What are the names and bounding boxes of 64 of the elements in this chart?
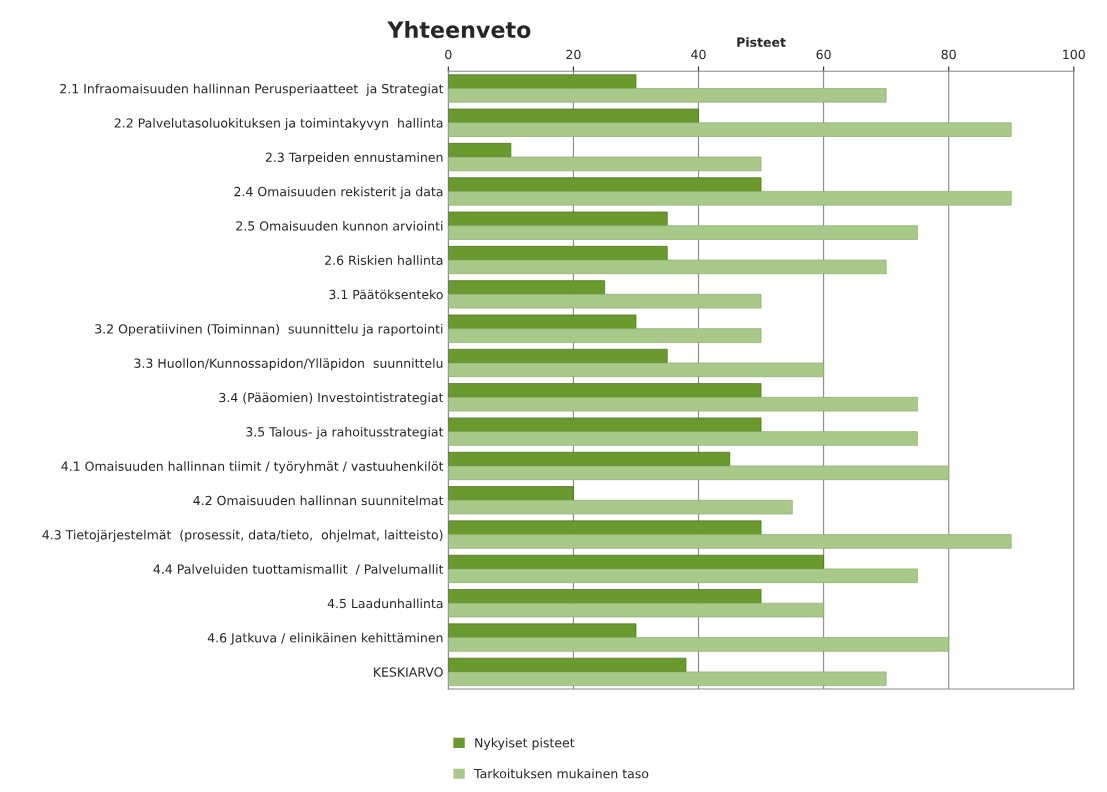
bar: [448, 108, 699, 124]
y-tick-label: 4.4 Palveluiden tuottamismallit / Palvelumallit: [153, 564, 444, 575]
bar: [448, 245, 668, 261]
bar: [448, 122, 1012, 137]
legend-label: Tarkoituksen mukainen taso: [474, 768, 649, 779]
chart-title: Yhteenveto: [387, 20, 531, 39]
y-tick-label: 2.6 Riskien hallinta: [325, 255, 443, 265]
bar: [448, 589, 762, 604]
bar: [448, 191, 1012, 206]
x-tick-label: 20: [566, 49, 581, 60]
bar: [448, 637, 950, 652]
y-tick-label: 3.5 Talous- ja rahoitusstrategiat: [246, 426, 444, 439]
bar: [448, 671, 887, 686]
bar: [448, 177, 762, 192]
bar: [448, 486, 574, 501]
bar: [448, 554, 824, 570]
y-tick-label: 2.5 Omaisuuden kunnon arviointi: [236, 220, 443, 231]
bar: [448, 328, 762, 343]
bar: [448, 417, 762, 432]
bar: [448, 156, 762, 172]
bar: [448, 465, 950, 481]
bar: [448, 383, 762, 398]
bar: [448, 623, 637, 638]
y-tick-label: 4.5 Laadunhallinta: [327, 598, 443, 609]
x-tick-label: 100: [1063, 49, 1085, 60]
y-tick-label: 2.2 Palvelutasoluokituksen ja toimintakyvyn hallinta: [114, 118, 443, 131]
bar: [448, 314, 637, 330]
y-tick-label: 4.6 Jatkuva / elinikäinen kehittäminen: [207, 632, 443, 645]
y-tick-label: 3.3 Huollon/Kunnossapidon/Ylläpidon suunnittelu: [134, 358, 443, 371]
x-tick-label: 0: [445, 49, 452, 60]
bar: [448, 451, 731, 467]
bar: [448, 143, 512, 158]
bar: [448, 280, 606, 295]
y-tick-label: 2.4 Omaisuuden rekisterit ja data: [234, 186, 443, 199]
y-tick-label: 3.1 Päätöksenteko: [329, 289, 443, 300]
bar: [448, 294, 762, 309]
x-tick-label: 80: [941, 49, 956, 60]
y-tick-label: 2.1 Infraomaisuuden hallinnan Perusperiaatteet ja Strategiat: [60, 83, 444, 96]
y-tick-label: 3.2 Operatiivinen (Toiminnan) suunnittelu ja raportointi: [95, 323, 443, 337]
y-tick-label: 4.3 Tietojärjestelmät (prosessit, data/tieto, ohjelmat, laitteisto): [42, 529, 443, 542]
bar: [448, 602, 824, 618]
y-tick-label: 3.4 (Pääomien) Investointistrategiat: [219, 392, 444, 405]
bar: [448, 568, 918, 583]
y-tick-label: 2.3 Tarpeiden ennustaminen: [265, 152, 443, 165]
bar: [448, 211, 668, 227]
bar: [448, 88, 887, 103]
bar: [448, 362, 824, 378]
bar: [448, 499, 793, 515]
x-axis-title: Pisteet: [737, 37, 786, 47]
bar: [448, 225, 918, 240]
bar: [448, 259, 887, 275]
bar: [448, 657, 687, 673]
bar: [448, 396, 918, 412]
bar: [448, 534, 1012, 549]
bar: [448, 431, 918, 446]
bar: [448, 74, 637, 89]
legend-label: Nykyiset pisteet: [475, 737, 575, 750]
y-tick-label: 4.2 Omaisuuden hallinnan suunnitelmat: [193, 495, 444, 506]
y-tick-label: 4.1 Omaisuuden hallinnan tiimit / työryhmät / vastuuhenkilöt: [61, 461, 444, 474]
y-tick-label: KESKIARVO: [374, 667, 443, 677]
x-tick-label: 60: [816, 49, 831, 60]
bar: [448, 348, 668, 364]
x-tick-label: 40: [691, 49, 706, 60]
bar: [448, 520, 762, 535]
